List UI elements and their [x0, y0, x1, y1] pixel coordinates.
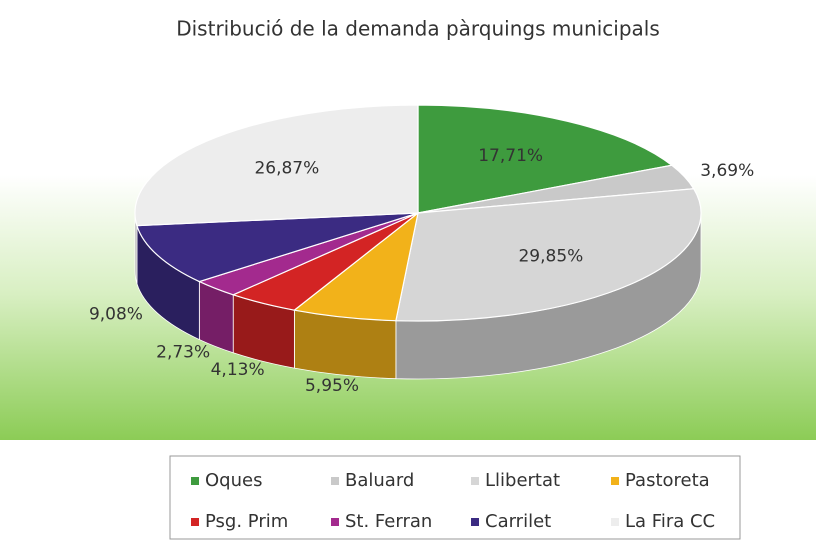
data-label: 26,87% [254, 159, 319, 179]
legend-marker [191, 518, 199, 526]
legend-label: Oques [205, 470, 262, 491]
legend-label: Baluard [345, 470, 414, 491]
slice [134, 104, 419, 227]
legend-marker [331, 477, 339, 485]
legend-label: Llibertat [485, 470, 560, 491]
legend-label: Psg. Prim [205, 511, 288, 532]
legend-label: Pastoreta [625, 470, 710, 491]
legend-box [169, 455, 741, 540]
data-label: 5,95% [305, 376, 359, 396]
pie [134, 104, 702, 380]
legend-marker [611, 518, 619, 526]
legend-marker [331, 518, 339, 526]
data-label: 2,73% [156, 343, 210, 363]
data-label: 4,13% [211, 360, 265, 380]
slice [136, 212, 419, 283]
legend-marker [611, 477, 619, 485]
legend-label: La Fira CC [625, 511, 715, 532]
data-label: 3,69% [700, 161, 754, 181]
data-label: 29,85% [518, 247, 583, 267]
data-label: 17,71% [478, 146, 543, 166]
legend-label: Carrilet [485, 511, 551, 532]
slice [417, 104, 674, 214]
legend-label: St. Ferran [345, 511, 432, 532]
legend-marker [471, 518, 479, 526]
legend-marker [191, 477, 199, 485]
legend-marker [471, 477, 479, 485]
chart-title: Distribució de la demanda pàrquings muni… [176, 17, 660, 41]
data-label: 9,08% [89, 304, 143, 324]
slice [395, 188, 702, 322]
